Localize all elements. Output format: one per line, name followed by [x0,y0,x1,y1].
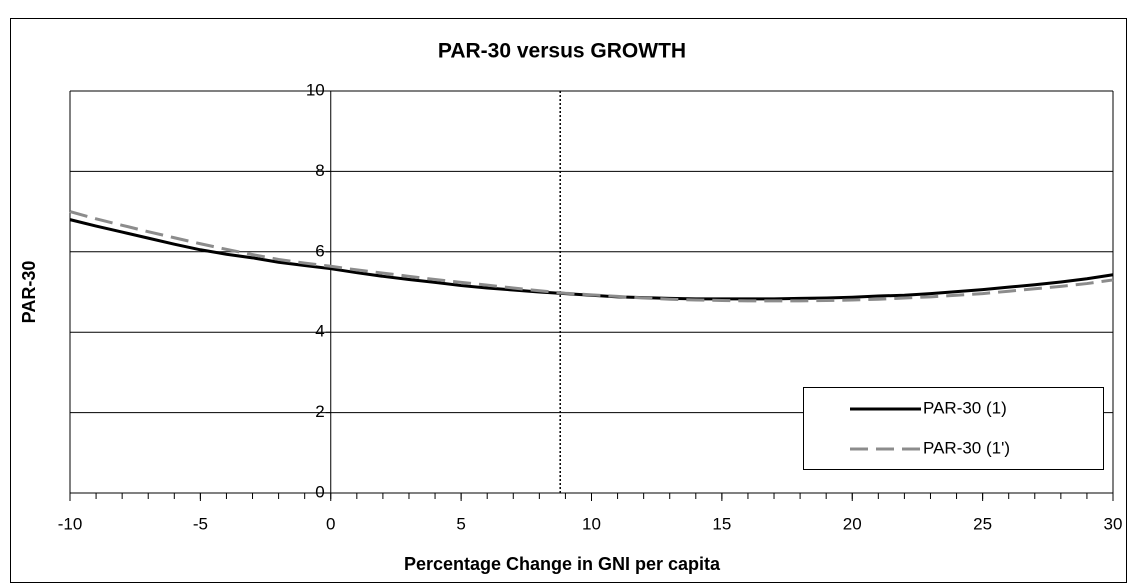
chart-title: PAR-30 versus GROWTH [438,40,686,63]
x-tick-label: 5 [456,514,465,533]
x-axis-label: Percentage Change in GNI per capita [404,554,721,574]
x-tick-label: 10 [582,514,601,533]
legend: PAR-30 (1) PAR-30 (1') [803,387,1104,470]
series-line [69,210,1114,303]
x-tick-label: 20 [843,514,862,533]
y-tick-label: 2 [315,402,324,421]
x-tick-label: 0 [326,514,335,533]
y-tick-label: 4 [315,322,324,341]
y-tick-label: 0 [315,482,324,501]
x-tick-label: 30 [1104,514,1123,533]
y-tick-label: 8 [315,161,324,180]
x-tick-label: -5 [193,514,208,533]
y-axis-label: PAR-30 [19,261,39,324]
legend-label: PAR-30 (1') [923,438,1010,457]
x-tick-label: 25 [973,514,992,533]
legend-label: PAR-30 (1) [923,398,1007,417]
y-tick-label: 6 [315,241,324,260]
x-tick-label: 15 [712,514,731,533]
y-tick-label: 10 [306,80,325,99]
legend-box [803,387,1104,470]
x-tick-label: -10 [58,514,83,533]
